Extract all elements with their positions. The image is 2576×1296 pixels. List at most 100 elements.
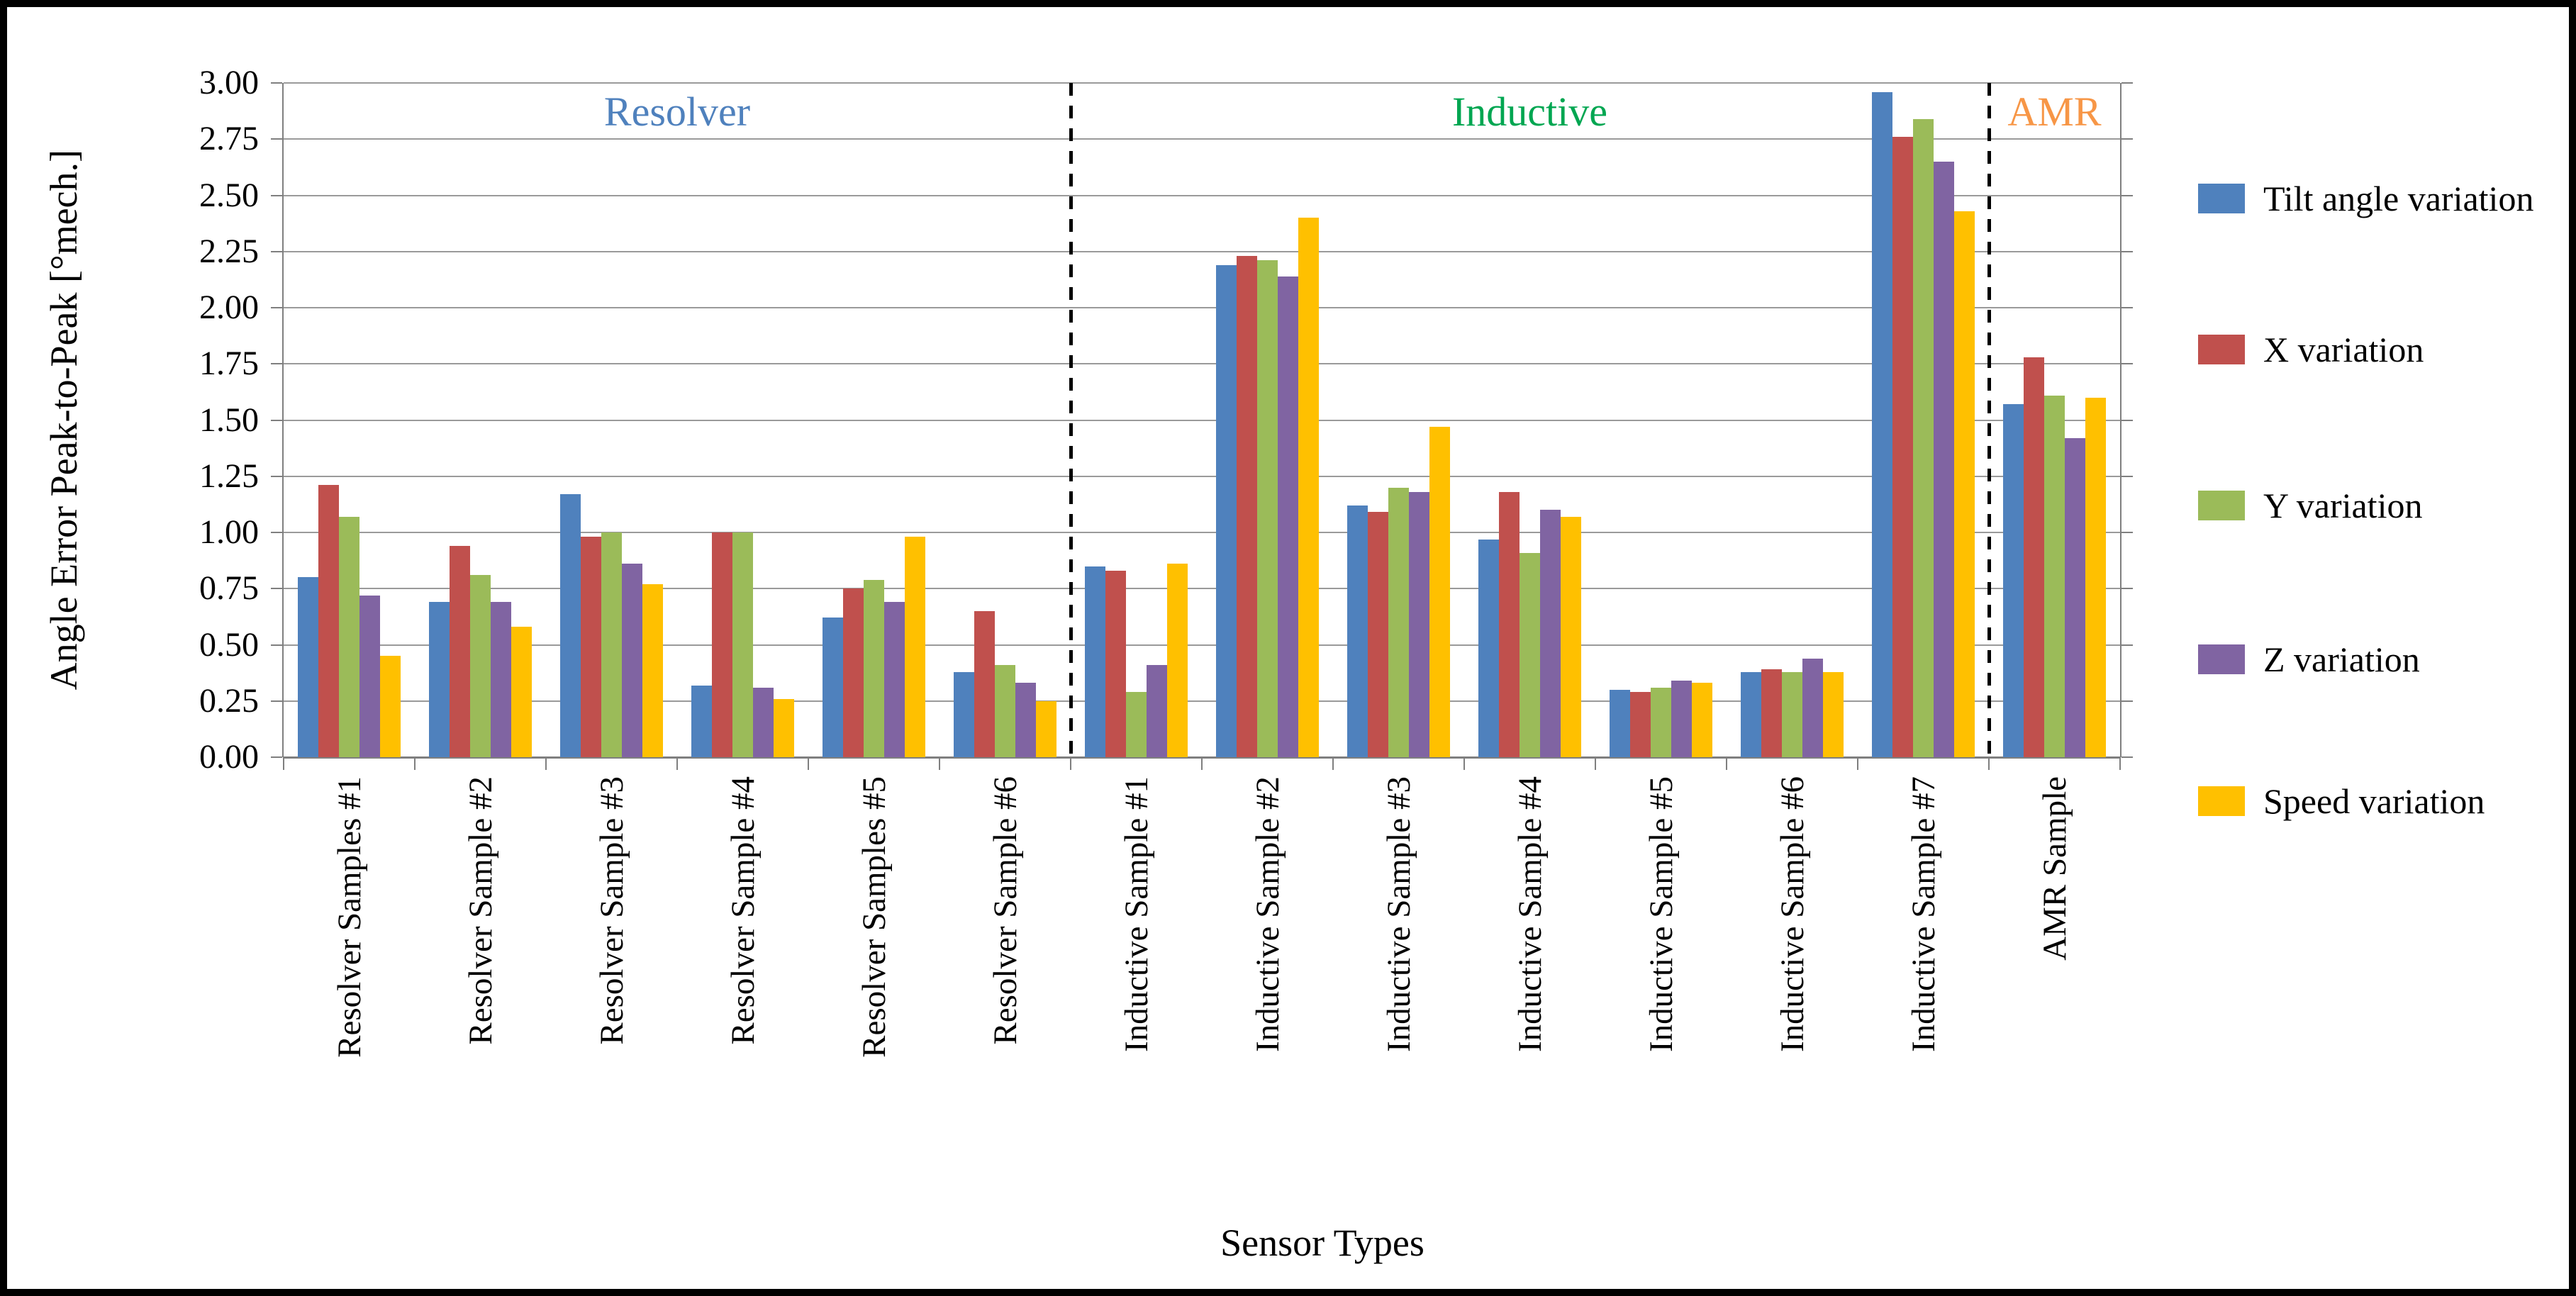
bar [995, 665, 1015, 757]
bar [2024, 357, 2044, 757]
legend-entry: Y variation [2198, 481, 2422, 530]
legend-entry: X variation [2198, 325, 2424, 374]
legend-entry: Z variation [2198, 635, 2420, 684]
category-label: Resolver Samples #1 [330, 776, 368, 1058]
bar [429, 602, 450, 757]
bar [2065, 437, 2085, 757]
y-axis-tick [2121, 82, 2133, 84]
y-axis-tick [271, 194, 282, 196]
bar [2003, 404, 2024, 757]
category-label-box: Resolver Sample #3 [546, 776, 677, 1049]
plot-area: Resolver Inductive AMR [271, 82, 2133, 770]
x-axis-tick [1070, 757, 1071, 770]
category-label: Resolver Samples #5 [855, 776, 893, 1058]
bar [1692, 683, 1712, 757]
bar [1478, 539, 1499, 757]
bar [1630, 692, 1651, 757]
legend-swatch [2198, 491, 2245, 520]
bar [1237, 256, 1257, 757]
x-axis-tick [414, 757, 416, 770]
bar [1540, 510, 1561, 757]
bar [1257, 260, 1278, 757]
x-axis-tick [1857, 757, 1858, 770]
x-axis-tick [676, 757, 678, 770]
category-label-box: Inductive Sample #3 [1333, 776, 1464, 1056]
legend-label: Y variation [2263, 486, 2423, 525]
bar [560, 494, 581, 757]
bar [339, 516, 359, 757]
y-axis-tick-label: 0.25 [199, 681, 259, 720]
category-label-box: Inductive Sample #2 [1202, 776, 1333, 1056]
bar [318, 485, 339, 757]
bar [1278, 276, 1298, 757]
gridline [284, 82, 2120, 84]
category-label: AMR Sample [2036, 776, 2073, 961]
bar [491, 602, 511, 757]
x-axis-tick [1726, 757, 1727, 770]
bar [1429, 427, 1450, 757]
category-label: Inductive Sample #3 [1380, 776, 1417, 1052]
category-label-box: Resolver Sample #6 [939, 776, 1071, 1049]
bar [581, 537, 601, 757]
bar [1761, 669, 1782, 757]
gridline [284, 138, 2120, 140]
category-label-box: Inductive Sample #6 [1727, 776, 1858, 1056]
y-axis-tick [2121, 756, 2133, 758]
category-label: Resolver Sample #2 [462, 776, 499, 1045]
category-label-box: Inductive Sample #7 [1858, 776, 1989, 1056]
category-label-box: Inductive Sample #1 [1071, 776, 1202, 1056]
category-label-box: Resolver Sample #4 [677, 776, 808, 1049]
y-axis-tick [271, 363, 282, 365]
legend-label: Speed variation [2263, 781, 2485, 821]
bar [1368, 512, 1388, 757]
bar [1741, 671, 1761, 757]
y-axis-tick [271, 475, 282, 477]
y-axis-tick [271, 419, 282, 421]
bar [1954, 211, 1975, 757]
y-axis-tick-label: 2.25 [199, 232, 259, 270]
bar [359, 595, 380, 757]
y-axis-tick [2121, 363, 2133, 365]
bar [1802, 658, 1823, 757]
x-axis-tick [808, 757, 809, 770]
bar [954, 671, 974, 757]
bar [1671, 681, 1692, 757]
section-label: AMR [2007, 89, 2102, 135]
gridline [284, 250, 2120, 252]
bar [622, 564, 642, 757]
bar [470, 575, 491, 757]
bar [1409, 491, 1429, 757]
bar [1823, 671, 1844, 757]
x-axis-tick [1595, 757, 1596, 770]
bar [1561, 516, 1581, 757]
bar [843, 588, 864, 757]
y-axis-tick [271, 82, 282, 84]
gridline [284, 588, 2120, 590]
x-axis-tick [545, 757, 547, 770]
y-axis-tick [271, 700, 282, 702]
x-axis-title: Sensor Types [1220, 1222, 1424, 1264]
y-axis-tick-label: 0.00 [199, 738, 259, 776]
category-label-box: Resolver Samples #1 [284, 776, 415, 1061]
x-axis-tick [939, 757, 940, 770]
bar [1015, 683, 1036, 757]
x-axis-tick [1201, 757, 1203, 770]
legend-swatch [2198, 184, 2245, 213]
legend-swatch [2198, 786, 2245, 816]
bar [1126, 692, 1147, 757]
y-axis-title: Angle Error Peak-to-Peak [°mech.] [43, 150, 85, 691]
bar [712, 532, 732, 757]
category-label-box: Inductive Sample #5 [1595, 776, 1727, 1056]
bar [753, 687, 774, 757]
x-axis-tick [2119, 757, 2121, 770]
y-axis-tick [2121, 700, 2133, 702]
category-label: Resolver Sample #4 [724, 776, 762, 1045]
category-label: Inductive Sample #1 [1117, 776, 1155, 1052]
bar [1892, 137, 1913, 757]
bar [884, 602, 905, 757]
bar [1782, 671, 1802, 757]
bar [450, 546, 470, 757]
category-label: Inductive Sample #4 [1511, 776, 1549, 1052]
gridline [284, 700, 2120, 702]
